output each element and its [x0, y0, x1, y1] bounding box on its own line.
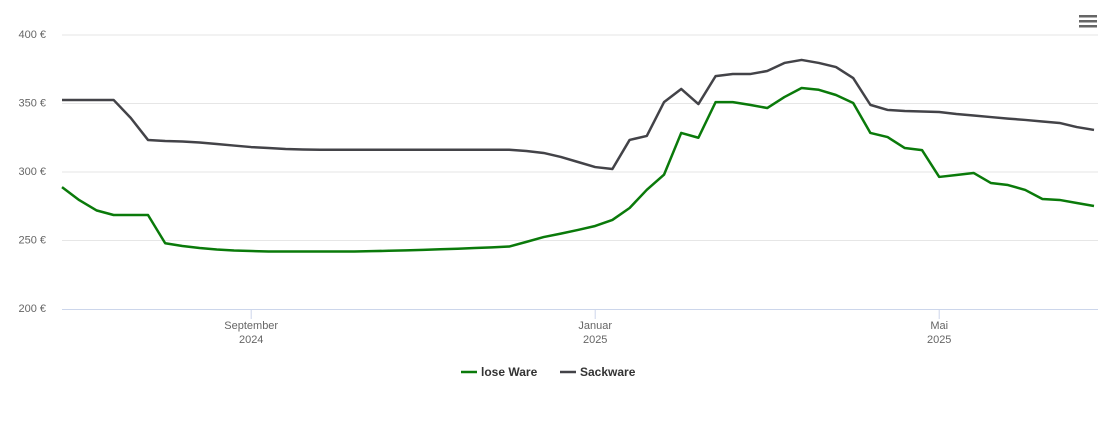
y-tick-label: 300 €: [18, 166, 46, 178]
y-tick-label: 250 €: [18, 234, 46, 246]
y-tick-label: 200 €: [18, 303, 46, 315]
x-tick-label: September 2024: [224, 320, 278, 346]
line: [61, 86, 1095, 253]
x-tick-label: Januar 2025: [578, 320, 612, 346]
y-tick-label: 350 €: [18, 97, 46, 109]
legend-label: lose Ware: [481, 365, 538, 379]
x-tick-label: Mai 2025: [927, 320, 951, 346]
legend-label: Sackware: [580, 365, 636, 379]
y-tick-label: 400 €: [18, 29, 46, 41]
menu-button[interactable]: [1079, 15, 1097, 28]
line: [62, 58, 1095, 171]
